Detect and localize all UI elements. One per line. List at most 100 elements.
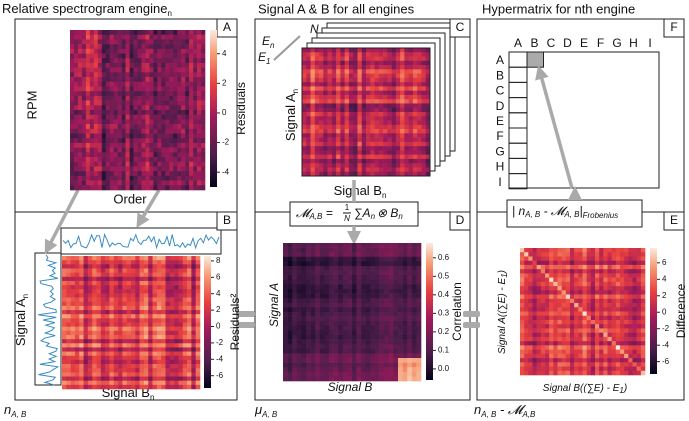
- heatmap-cell: [320, 317, 325, 322]
- heatmap-cell: [173, 134, 177, 139]
- heatmap-cell: [122, 152, 126, 157]
- heatmap-cell: [340, 112, 345, 117]
- heatmap-cell: [197, 91, 201, 96]
- heatmap-cell: [288, 376, 293, 381]
- heatmap-cell: [84, 323, 89, 327]
- heatmap-cell: [90, 39, 94, 44]
- heatmap-cell: [396, 57, 401, 62]
- heatmap-cell: [366, 257, 371, 262]
- heatmap-cell: [404, 121, 409, 126]
- panel-letter: B: [223, 213, 231, 227]
- heatmap-cell: [140, 331, 145, 335]
- heatmap-cell: [384, 372, 389, 377]
- heatmap-cell: [370, 112, 375, 117]
- heatmap-cell: [131, 298, 136, 302]
- heatmap-cell: [357, 321, 362, 326]
- heatmap-cell: [417, 138, 422, 143]
- heatmap-cell: [641, 354, 645, 359]
- heatmap-cell: [370, 353, 375, 358]
- heatmap-cell: [62, 298, 67, 302]
- heatmap-cell: [334, 280, 339, 285]
- heatmap-cell: [145, 91, 149, 96]
- heatmap-cell: [641, 295, 645, 300]
- heatmap-cell: [62, 289, 67, 293]
- heatmap-cell: [187, 339, 192, 343]
- heatmap-cell: [193, 110, 197, 115]
- heatmap-cell: [641, 278, 645, 283]
- heatmap-cell: [389, 294, 394, 299]
- heatmap-cell: [328, 82, 333, 87]
- heatmap-cell: [413, 167, 418, 172]
- heatmap-cell: [366, 69, 371, 74]
- heatmap-cell: [379, 146, 384, 151]
- heatmap-cell: [141, 30, 145, 35]
- heatmap-cell: [319, 99, 324, 104]
- heatmap-cell: [302, 167, 307, 172]
- heatmap-cell: [375, 248, 380, 253]
- heatmap-cell: [417, 48, 422, 53]
- heatmap-cell: [578, 273, 582, 278]
- heatmap-cell: [144, 339, 149, 343]
- heatmap-cell: [311, 266, 316, 271]
- heatmap-cell: [169, 171, 173, 176]
- heatmap-cell: [392, 167, 397, 172]
- heatmap-cell: [66, 368, 71, 372]
- heatmap-cell: [141, 91, 145, 96]
- heatmap-cell: [637, 273, 641, 278]
- heatmap-cell: [403, 303, 408, 308]
- heatmap-cell: [157, 323, 162, 327]
- heatmap-cell: [109, 385, 114, 389]
- heatmap-cell: [118, 310, 123, 314]
- heatmap-cell: [92, 323, 97, 327]
- heatmap-cell: [201, 72, 205, 77]
- heatmap-cell: [361, 330, 366, 335]
- heatmap-cell: [393, 321, 398, 326]
- heatmap-cell: [74, 115, 78, 120]
- heatmap-cell: [413, 112, 418, 117]
- heatmap-cell: [166, 298, 171, 302]
- heatmap-cell: [145, 152, 149, 157]
- heatmap-cell: [145, 54, 149, 59]
- heatmap-cell: [407, 261, 412, 266]
- heatmap-cell: [616, 295, 620, 300]
- colorbar-tick-label: 0.2: [438, 327, 450, 336]
- heatmap-cell: [94, 58, 98, 63]
- heatmap-cell: [349, 129, 354, 134]
- heatmap-cell: [79, 339, 84, 343]
- heatmap-cell: [84, 310, 89, 314]
- title: Hypermatrix for nth engine: [482, 1, 635, 16]
- heatmap-cell: [417, 69, 422, 74]
- heatmap-cell: [196, 381, 201, 385]
- heatmap-cell: [130, 30, 134, 35]
- heatmap-cell: [283, 252, 288, 257]
- heatmap-cell: [352, 372, 357, 377]
- heatmap-cell: [153, 162, 157, 167]
- heatmap-cell: [173, 68, 177, 73]
- heatmap-cell: [114, 148, 118, 153]
- heatmap-cell: [361, 372, 366, 377]
- heatmap-cell: [153, 91, 157, 96]
- heatmap-cell: [392, 48, 397, 53]
- heatmap-cell: [370, 294, 375, 299]
- heatmap-cell: [387, 150, 392, 155]
- heatmap-cell: [336, 78, 341, 83]
- heatmap-cell: [362, 78, 367, 83]
- heatmap-cell: [380, 271, 385, 276]
- heatmap-cell: [102, 49, 106, 54]
- heatmap-cell: [343, 363, 348, 368]
- heatmap-cell: [90, 105, 94, 110]
- heatmap-cell: [183, 318, 188, 322]
- heatmap-cell: [288, 252, 293, 257]
- heatmap-cell: [177, 58, 181, 63]
- heatmap-cell: [88, 381, 93, 385]
- heatmap-cell: [336, 52, 341, 57]
- heatmap-cell: [595, 312, 599, 317]
- heatmap-cell: [375, 335, 380, 340]
- heatmap-cell: [599, 354, 603, 359]
- heatmap-cell: [97, 385, 102, 389]
- heatmap-cell: [153, 63, 157, 68]
- heatmap-cell: [75, 356, 80, 360]
- heatmap-cell: [380, 284, 385, 289]
- heatmap-cell: [302, 57, 307, 62]
- heatmap-cell: [88, 343, 93, 347]
